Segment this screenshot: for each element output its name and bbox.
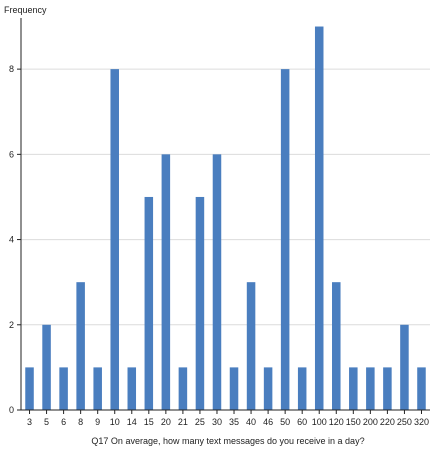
- bar-46: [263, 367, 273, 410]
- bar-14: [127, 367, 137, 410]
- bar-35: [229, 367, 239, 410]
- bar-20: [161, 154, 171, 410]
- x-tick-label: 21: [178, 417, 188, 427]
- x-tick-label: 50: [280, 417, 290, 427]
- x-axis-title: Q17 On average, how many text messages d…: [91, 436, 364, 446]
- bar-220: [383, 367, 392, 410]
- bar-50: [280, 69, 290, 410]
- bar-320: [417, 367, 426, 410]
- y-ticks: 0 2 4 6 8: [9, 64, 21, 415]
- x-tick-label: 3: [27, 417, 32, 427]
- x-tick-label: 60: [297, 417, 307, 427]
- bar-9: [93, 367, 102, 410]
- axes: [20, 18, 430, 411]
- x-tick-label: 120: [329, 417, 344, 427]
- x-tick-label: 150: [346, 417, 361, 427]
- x-tick-label: 15: [144, 417, 154, 427]
- bar-200: [366, 367, 375, 410]
- x-tick-label: 10: [110, 417, 120, 427]
- x-tick-label: 40: [246, 417, 256, 427]
- bar-15: [144, 196, 154, 410]
- x-tick-label: 320: [414, 417, 429, 427]
- y-tick-label: 4: [9, 235, 14, 245]
- x-tick-label: 30: [212, 417, 222, 427]
- bar-25: [195, 196, 205, 410]
- x-tick-label: 250: [397, 417, 412, 427]
- bar-120: [332, 282, 341, 410]
- x-tick-label: 200: [363, 417, 378, 427]
- bar-3: [25, 367, 34, 410]
- bar-40: [246, 282, 256, 410]
- x-tick-label: 14: [127, 417, 137, 427]
- bar-8: [76, 282, 85, 410]
- y-tick-label: 2: [9, 320, 14, 330]
- y-tick-label: 0: [9, 405, 14, 415]
- x-tick-label: 5: [44, 417, 49, 427]
- x-tick-label: 9: [95, 417, 100, 427]
- bar-5: [42, 324, 51, 410]
- x-tick-label: 46: [263, 417, 273, 427]
- x-tick-label: 6: [61, 417, 66, 427]
- x-tick-label: 25: [195, 417, 205, 427]
- x-ticks: 3 5 6 8 9 10 14 15 20 21 25 30 35 40 46 50 60 100 120 150 20…: [27, 410, 429, 427]
- bar-250: [400, 324, 409, 410]
- bar-6: [59, 367, 68, 410]
- bar-100: [314, 26, 324, 411]
- bar-10: [110, 69, 119, 410]
- x-tick-label: 8: [78, 417, 83, 427]
- x-tick-label: 35: [229, 417, 239, 427]
- y-tick-label: 8: [9, 64, 14, 74]
- bar-150: [349, 367, 358, 410]
- bar-60: [297, 367, 307, 410]
- x-tick-label: 20: [161, 417, 171, 427]
- bar-30: [212, 154, 222, 410]
- x-tick-label: 220: [380, 417, 395, 427]
- gridlines: [21, 68, 430, 326]
- bars: [25, 26, 426, 411]
- y-tick-label: 6: [9, 149, 14, 159]
- y-axis-title: Frequency: [4, 5, 47, 15]
- bar-21: [178, 367, 188, 410]
- x-tick-label: 100: [312, 417, 327, 427]
